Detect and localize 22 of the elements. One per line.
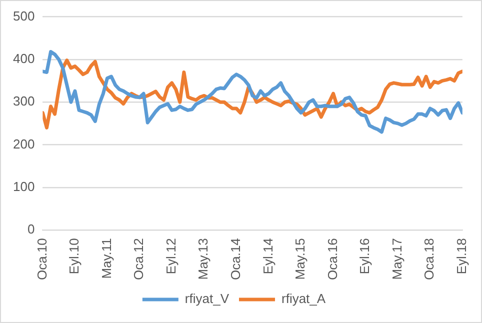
x-tick-label: May.15 [292,238,308,280]
y-tick-label: 0 [27,222,35,237]
y-tick-label: 200 [12,136,35,152]
x-tick-label: Oca.10 [34,238,50,280]
y-tick-label: 400 [12,51,35,66]
x-tick-label: Oca.14 [228,238,243,280]
legend-label: rfiyat_V [184,291,230,306]
x-tick-label: May.17 [389,238,404,280]
x-tick-label: Eyl.12 [163,238,178,274]
x-tick-label: Eyl.10 [66,238,82,274]
y-tick-label: 300 [12,94,35,109]
y-tick-label: 100 [12,179,35,194]
legend-label: rfiyat_A [282,291,326,306]
x-tick-label: Oca.16 [324,238,340,280]
x-tick-label: Oca.18 [422,238,437,280]
x-tick-label: May.11 [98,238,114,279]
x-tick-label: Oca.12 [131,238,146,280]
x-tick-label: May.13 [196,238,211,280]
y-tick-label: 500 [12,8,35,24]
x-tick-label: Eyl.16 [357,238,372,274]
x-tick-label: Eyl.14 [260,238,276,274]
x-tick-label: Eyl.18 [454,238,469,274]
